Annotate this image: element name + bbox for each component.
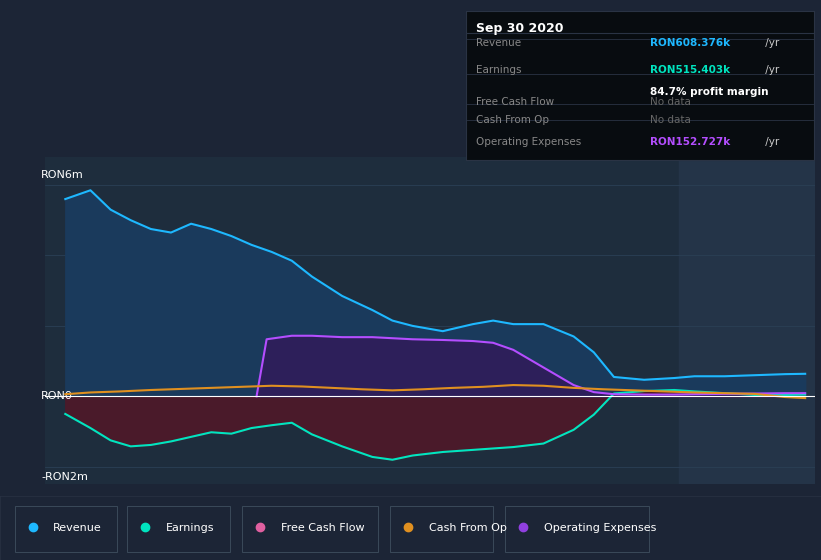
Text: /yr: /yr — [762, 137, 779, 147]
Text: Earnings: Earnings — [166, 523, 214, 533]
Text: 84.7% profit margin: 84.7% profit margin — [650, 87, 769, 97]
Text: Operating Expenses: Operating Expenses — [476, 137, 581, 147]
Bar — [679, 157, 815, 484]
Text: Free Cash Flow: Free Cash Flow — [281, 523, 365, 533]
Text: /yr: /yr — [762, 38, 779, 48]
Text: No data: No data — [650, 115, 691, 125]
Text: -RON2m: -RON2m — [41, 472, 88, 482]
Text: RON6m: RON6m — [41, 170, 84, 180]
Text: Free Cash Flow: Free Cash Flow — [476, 97, 554, 108]
Text: Revenue: Revenue — [53, 523, 102, 533]
Text: RON515.403k: RON515.403k — [650, 66, 731, 76]
Text: No data: No data — [650, 97, 691, 108]
Text: RON608.376k: RON608.376k — [650, 38, 731, 48]
Text: RON152.727k: RON152.727k — [650, 137, 731, 147]
Text: Sep 30 2020: Sep 30 2020 — [476, 22, 563, 35]
Text: Revenue: Revenue — [476, 38, 521, 48]
Text: RON0: RON0 — [41, 391, 73, 402]
Text: /yr: /yr — [762, 66, 779, 76]
Text: Cash From Op: Cash From Op — [429, 523, 507, 533]
Text: Earnings: Earnings — [476, 66, 521, 76]
Text: Cash From Op: Cash From Op — [476, 115, 549, 125]
Text: Operating Expenses: Operating Expenses — [544, 523, 656, 533]
